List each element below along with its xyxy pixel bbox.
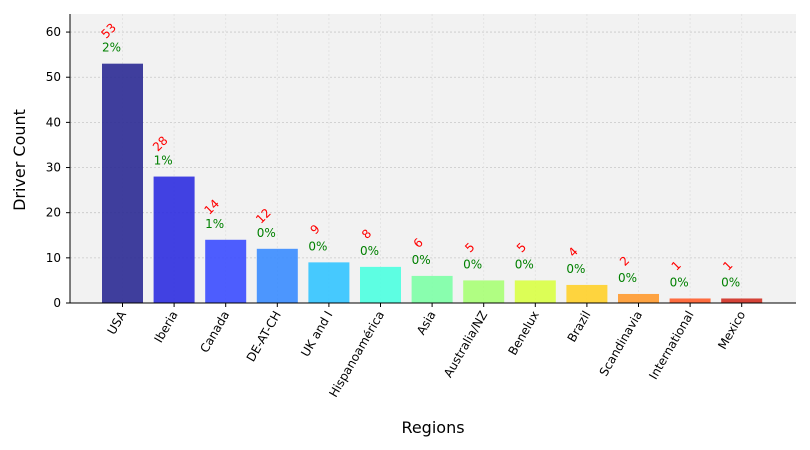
percent-label: 0% [412, 253, 431, 267]
bar-benelux [514, 280, 556, 303]
percent-label: 0% [670, 275, 689, 289]
x-tick-label: Scandinavia [597, 309, 646, 379]
x-tick-label: DE-AT-CH [244, 309, 284, 365]
x-tick-label: Canada [197, 309, 232, 356]
x-tick-label: Benelux [505, 309, 541, 358]
x-axis-ticks: USA Iberia Canada DE-AT-CH UK and IHispanoam… [105, 303, 748, 400]
percent-label: 0% [721, 275, 740, 289]
bar-usa [102, 63, 143, 303]
y-tick-label: 40 [46, 115, 61, 129]
bar-scandinavia [618, 293, 659, 303]
bar-iberia [153, 176, 195, 303]
x-tick-label: Australia/NZ [441, 309, 490, 380]
x-tick-label: Brazil [565, 309, 594, 345]
x-tick-label: International [646, 309, 696, 382]
y-tick-label: 60 [46, 25, 61, 39]
percent-label: 0% [515, 257, 534, 271]
bar-hispanoam-rica [360, 266, 401, 303]
percent-label: 0% [618, 271, 637, 285]
y-tick-label: 10 [46, 251, 61, 265]
percent-label: 0% [257, 226, 276, 240]
bar-australia-nz [463, 280, 505, 303]
bar-asia [411, 275, 453, 303]
percent-label: 0% [308, 239, 327, 253]
y-tick-label: 30 [46, 161, 61, 175]
bar-brazil [566, 284, 608, 303]
x-tick-label: Iberia [151, 309, 180, 346]
x-tick-label: USA [105, 308, 130, 337]
y-tick-label: 0 [53, 296, 61, 310]
x-axis-title: Regions [401, 418, 464, 437]
percent-label: 0% [360, 244, 379, 258]
y-tick-label: 20 [46, 206, 61, 220]
bar-uk-and-i [308, 262, 350, 303]
percent-label: 0% [463, 257, 482, 271]
bar-international [669, 298, 711, 303]
bar-canada [205, 239, 247, 303]
x-tick-label: Mexico [715, 309, 748, 352]
y-tick-label: 50 [46, 70, 61, 84]
x-tick-label: UK and I [298, 309, 335, 360]
x-tick-label: Hispanoamérica [326, 309, 387, 400]
bar-de-at-ch [256, 248, 298, 303]
percent-label: 0% [566, 262, 585, 276]
percent-label: 1% [205, 217, 224, 231]
y-axis-title: Driver Count [10, 109, 29, 211]
percent-label: 1% [154, 154, 173, 168]
percent-label: 2% [102, 41, 121, 55]
y-axis-ticks: 0 10 20 30 40 50 60 [46, 25, 70, 310]
x-tick-label: Asia [414, 309, 439, 338]
bar-mexico [721, 298, 763, 303]
bars [102, 63, 763, 303]
